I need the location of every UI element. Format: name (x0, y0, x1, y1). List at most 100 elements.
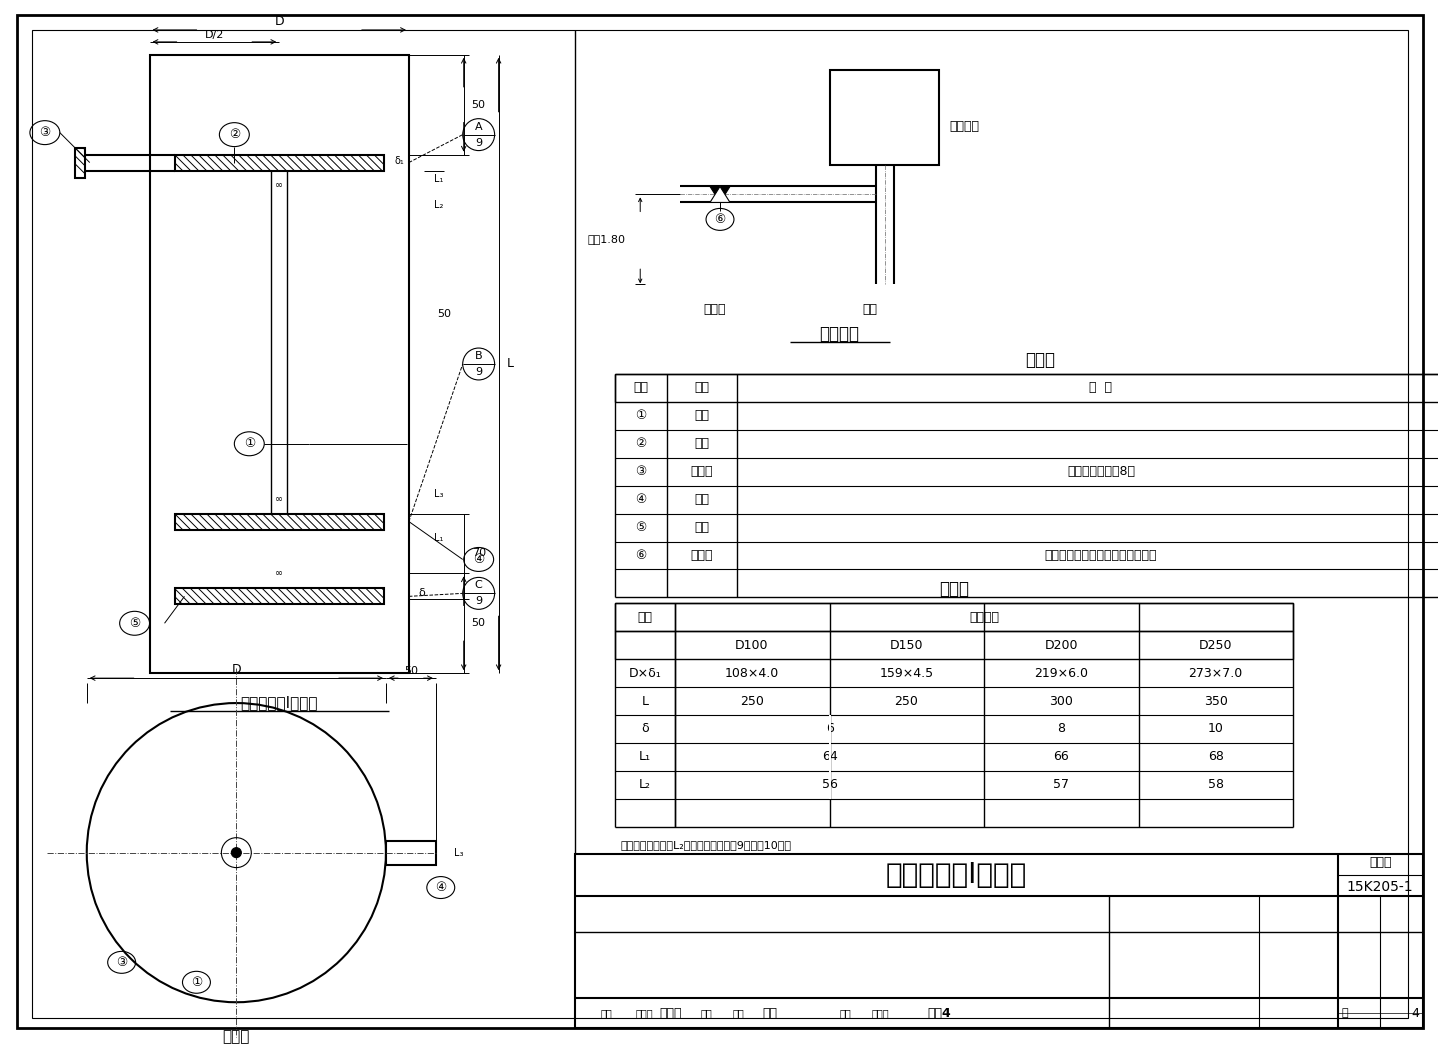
Text: 设计: 设计 (840, 1008, 851, 1018)
Text: 57: 57 (1053, 778, 1068, 792)
Text: 6: 6 (825, 723, 834, 735)
Text: 备  注: 备 注 (1090, 382, 1113, 394)
Text: 审核: 审核 (600, 1008, 612, 1018)
Text: D200: D200 (1044, 639, 1077, 652)
Text: 273×7.0: 273×7.0 (1188, 666, 1243, 680)
Text: D150: D150 (890, 639, 923, 652)
Text: 注：有效螺纹长度L₂数値详见本图集第9页或第10页。: 注：有效螺纹长度L₂数値详见本图集第9页或第10页。 (621, 840, 791, 849)
Text: L₃: L₃ (433, 488, 444, 499)
Text: δ₁: δ₁ (395, 156, 403, 165)
Text: 50: 50 (436, 310, 451, 319)
Text: 接管: 接管 (694, 493, 710, 506)
Text: 64: 64 (822, 750, 838, 764)
Text: 66: 66 (1053, 750, 1068, 764)
Bar (615, 604, 1293, 631)
Text: 放气管: 放气管 (691, 465, 713, 478)
Text: 68: 68 (1208, 750, 1224, 764)
Text: 页: 页 (1342, 1008, 1349, 1018)
Text: 图集号: 图集号 (1369, 856, 1391, 869)
Text: D100: D100 (736, 639, 769, 652)
Text: 9: 9 (475, 596, 482, 607)
Text: ④: ④ (474, 553, 484, 566)
Text: 张经炎: 张经炎 (660, 1006, 681, 1020)
Text: 件号: 件号 (634, 382, 648, 394)
Text: D×δ₁: D×δ₁ (629, 666, 661, 680)
Text: 108×4.0: 108×4.0 (724, 666, 779, 680)
Text: 立式集气罐Ⅰ型总图: 立式集气罐Ⅰ型总图 (886, 861, 1027, 889)
Text: 立式集气罐Ⅰ型总图: 立式集气罐Ⅰ型总图 (240, 696, 318, 710)
Text: ①: ① (243, 437, 255, 450)
Text: 70: 70 (472, 548, 485, 559)
Text: C: C (475, 581, 482, 590)
Text: B: B (475, 351, 482, 361)
Text: 规格型号: 规格型号 (969, 611, 999, 623)
Text: 内内: 内内 (762, 1006, 778, 1020)
Circle shape (232, 847, 242, 858)
Text: ②: ② (635, 437, 647, 450)
Text: L: L (642, 695, 648, 707)
Text: ①: ① (635, 409, 647, 423)
Text: 宜选用球阀，引至方便操作的位置: 宜选用球阀，引至方便操作的位置 (1044, 549, 1158, 562)
Text: 陈旸: 陈旸 (733, 1008, 744, 1018)
Text: ∞: ∞ (275, 181, 284, 190)
Text: L₂: L₂ (639, 778, 651, 792)
Text: 田志4: 田志4 (927, 1006, 952, 1020)
Text: 159×4.5: 159×4.5 (880, 666, 933, 680)
Text: 250: 250 (740, 695, 763, 707)
Bar (576, 854, 1423, 1028)
Text: ∞: ∞ (275, 568, 284, 578)
Text: 50: 50 (472, 618, 485, 629)
Text: 米泉龄: 米泉龄 (635, 1008, 652, 1018)
Text: 放气管: 放气管 (704, 302, 726, 316)
Text: L₃: L₃ (454, 847, 464, 858)
Text: ④: ④ (435, 881, 446, 894)
Text: D: D (275, 15, 284, 28)
Text: 8: 8 (1057, 723, 1066, 735)
Text: 50: 50 (403, 666, 418, 676)
Text: ②: ② (229, 128, 240, 141)
Text: L₁: L₁ (639, 750, 651, 764)
Text: 9: 9 (475, 367, 482, 377)
Text: 50: 50 (472, 99, 485, 110)
Bar (174, 155, 384, 170)
Text: 立管: 立管 (863, 302, 877, 316)
Text: 接管: 接管 (694, 521, 710, 535)
Bar (386, 841, 436, 865)
Text: ④: ④ (635, 493, 647, 506)
Text: 田志叶: 田志叶 (871, 1008, 890, 1018)
Bar (829, 70, 939, 164)
Bar (828, 743, 831, 771)
Bar (828, 715, 831, 743)
Text: 材料规格详见第8页: 材料规格详见第8页 (1067, 465, 1135, 478)
Text: L₁: L₁ (433, 532, 444, 543)
Text: 58: 58 (1208, 778, 1224, 792)
Text: L₂: L₂ (433, 201, 444, 210)
Text: 250: 250 (894, 695, 919, 707)
Text: 15K205-1: 15K205-1 (1346, 880, 1414, 893)
Text: 接管方式: 接管方式 (819, 325, 860, 343)
Text: 外壳: 外壳 (694, 409, 710, 423)
Bar (150, 54, 409, 674)
Text: ⑤: ⑤ (635, 521, 647, 535)
Text: ⑥: ⑥ (635, 549, 647, 562)
Text: 350: 350 (1204, 695, 1227, 707)
Text: 尺寸: 尺寸 (638, 611, 652, 623)
Text: 4: 4 (1411, 1006, 1418, 1020)
Polygon shape (710, 186, 730, 203)
Bar (174, 589, 384, 605)
Text: δ: δ (641, 723, 649, 735)
Text: δ: δ (419, 588, 426, 598)
Text: 300: 300 (1050, 695, 1073, 707)
Text: ⑤: ⑤ (130, 617, 140, 630)
Bar (828, 771, 831, 799)
Text: 俯视图: 俯视图 (223, 1029, 251, 1045)
Text: 距地1.80: 距地1.80 (588, 234, 625, 245)
Bar (75, 147, 85, 178)
Text: 10: 10 (1208, 723, 1224, 735)
Bar (174, 514, 384, 529)
Text: ∞: ∞ (275, 494, 284, 503)
Text: 放气阀: 放气阀 (691, 549, 713, 562)
Text: ③: ③ (117, 956, 127, 969)
Text: D250: D250 (1200, 639, 1233, 652)
Text: 9: 9 (475, 138, 482, 147)
